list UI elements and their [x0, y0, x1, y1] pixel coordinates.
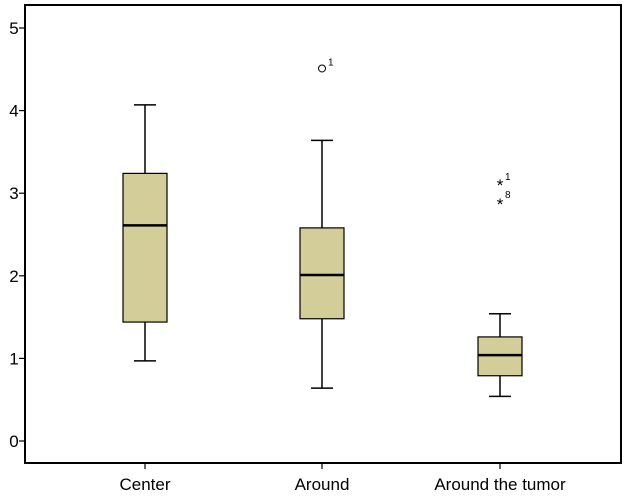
y-tick-label: 5 [9, 19, 18, 38]
y-tick-label: 2 [9, 267, 18, 286]
x-category-label: Around [295, 475, 350, 494]
x-category-label: Center [119, 475, 170, 494]
box-group [122, 104, 168, 362]
outlier-label: 8 [505, 190, 511, 201]
y-tick-label: 0 [9, 432, 18, 451]
y-tick-label: 1 [9, 349, 18, 368]
box-group: 1 [299, 57, 345, 389]
boxes: 1* 1* 8 [122, 57, 523, 398]
y-axis: 0 1 2 3 4 5 [9, 19, 25, 451]
iqr-box [122, 172, 168, 323]
y-tick-label: 3 [9, 184, 18, 203]
y-tick-label: 4 [9, 102, 18, 121]
outlier-star-marker: * [497, 195, 504, 214]
outlier-star-marker: * [497, 176, 504, 195]
plot-frame [24, 4, 622, 464]
outlier-label: 1 [505, 172, 511, 183]
x-category-label: Around the tumor [434, 475, 566, 494]
iqr-box [299, 227, 345, 320]
box-group: * 1* 8 [477, 172, 523, 398]
outlier-circle-marker [318, 64, 326, 73]
x-axis: Center Around Around the tumor [119, 463, 566, 494]
outlier-label: 1 [328, 57, 334, 68]
